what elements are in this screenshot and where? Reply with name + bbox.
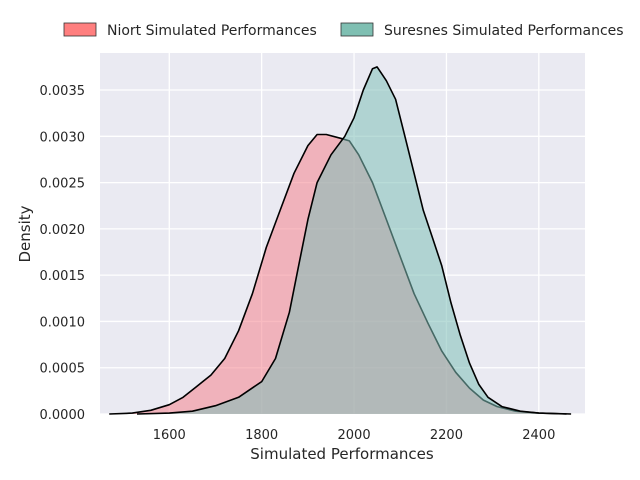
y-tick-labels: 0.0000 0.0005 0.0010 0.0015 0.0020 0.0025 0.00… <box>40 84 86 423</box>
legend-label-2: Suresnes Simulated Performances <box>384 23 624 39</box>
legend-swatch-1 <box>63 22 97 37</box>
y-tick-label: 0.0035 <box>40 84 86 99</box>
x-tick-label: 2400 <box>522 428 555 443</box>
density-areas <box>109 66 572 415</box>
legend-swatch-2 <box>340 22 374 37</box>
x-tick-label: 2000 <box>338 428 371 443</box>
density-area-2 <box>137 66 567 415</box>
y-tick-label: 0.0015 <box>40 269 86 284</box>
y-tick-label: 0.0010 <box>40 315 86 330</box>
y-tick-label: 0.0025 <box>40 177 86 192</box>
y-axis-label: Density <box>16 205 34 262</box>
legend: Niort Simulated Performances Suresnes Sim… <box>63 22 624 39</box>
y-tick-label: 0.0020 <box>40 223 86 238</box>
density-line-2 <box>136 66 567 415</box>
y-tick-label: 0.0030 <box>40 130 86 145</box>
y-tick-label: 0.0000 <box>40 408 86 423</box>
y-tick-label: 0.0005 <box>40 362 86 377</box>
x-tick-label: 2200 <box>430 428 463 443</box>
x-tick-label: 1600 <box>153 428 186 443</box>
x-tick-labels: 1600 1800 2000 2200 2400 <box>153 428 556 443</box>
x-tick-label: 1800 <box>245 428 278 443</box>
legend-label-1: Niort Simulated Performances <box>107 23 317 39</box>
x-axis-label: Simulated Performances <box>250 445 434 463</box>
